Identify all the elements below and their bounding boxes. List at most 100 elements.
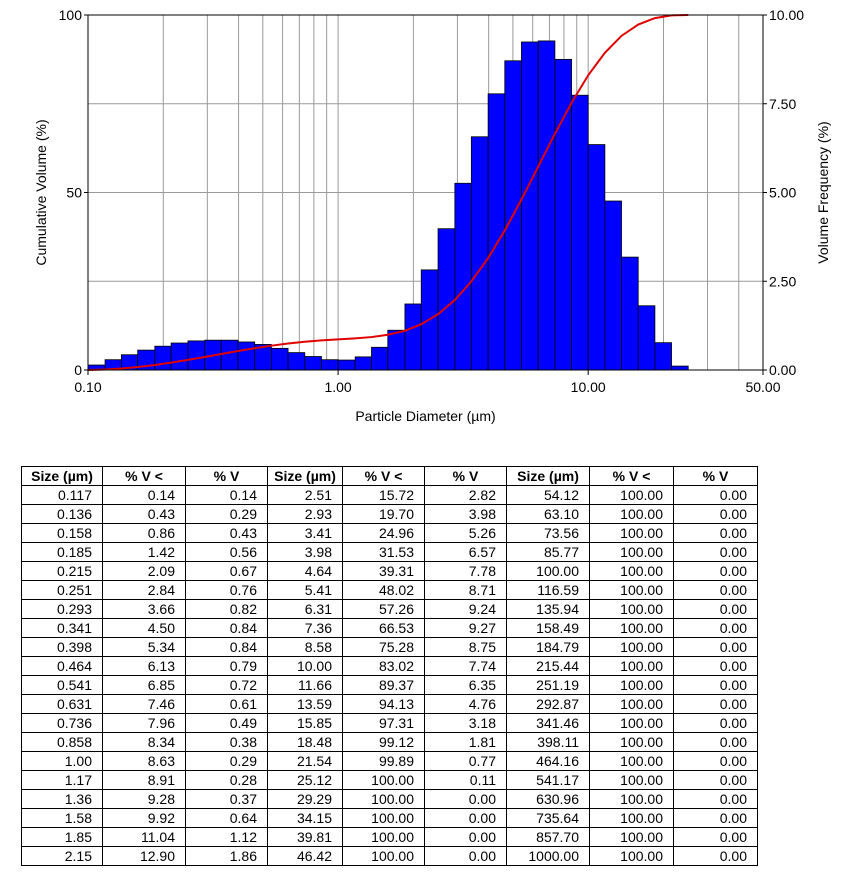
table-cell: 0.64 xyxy=(185,808,268,828)
table-cell: 1.00 xyxy=(21,751,103,771)
table-cell: 29.29 xyxy=(267,789,343,809)
table-cell: 15.72 xyxy=(342,485,425,505)
table-cell: 0.77 xyxy=(424,751,507,771)
table-cell: 100.00 xyxy=(589,732,674,752)
table-cell: 100.00 xyxy=(589,789,674,809)
table-cell: 100.00 xyxy=(589,618,674,638)
table-cell: 0.00 xyxy=(673,618,758,638)
right-y-tick-label: 10.00 xyxy=(769,7,804,23)
table-cell: 1.85 xyxy=(21,827,103,847)
table-cell: 0.00 xyxy=(673,846,758,866)
table-cell: 0.00 xyxy=(673,751,758,771)
frequency-bar xyxy=(437,228,456,371)
table-cell: 100.00 xyxy=(589,808,674,828)
table-cell: 25.12 xyxy=(267,770,343,790)
frequency-bar xyxy=(537,40,556,371)
table-cell: 8.58 xyxy=(267,637,343,657)
table-cell: 0.28 xyxy=(185,770,268,790)
table-cell: 5.34 xyxy=(102,637,186,657)
table-cell: 0.14 xyxy=(185,485,268,505)
left-y-axis-label: Cumulative Volume (%) xyxy=(33,119,49,265)
size-distribution-table: Size (µm)% V <% V Size (µm)% V <% V Size (… xyxy=(21,466,758,866)
table-cell: 100.00 xyxy=(589,694,674,714)
frequency-bar xyxy=(604,200,622,371)
x-tick-label: 0.10 xyxy=(74,379,101,395)
table-cell: 0.00 xyxy=(673,561,758,581)
table-cell: 0.00 xyxy=(424,846,507,866)
frequency-bar xyxy=(187,340,206,371)
table-cell: 0.00 xyxy=(673,542,758,562)
table-row: 0.117 0.14 0.14 2.51 15.72 2.82 54.12 100.00 0.0… xyxy=(21,485,758,505)
table-row: 0.631 7.46 0.61 13.59 94.13 4.76 292.87 100.00 0… xyxy=(21,694,758,714)
table-cell: 0.631 xyxy=(21,694,103,714)
frequency-bar xyxy=(354,356,372,371)
frequency-bar xyxy=(237,341,256,371)
x-tick-label: 50.00 xyxy=(745,379,780,395)
table-cell: 10.00 xyxy=(267,656,343,676)
x-tick-label: 10.00 xyxy=(571,379,606,395)
table-cell: 341.46 xyxy=(506,713,590,733)
table-cell: 1.58 xyxy=(21,808,103,828)
table-cell: 0.00 xyxy=(673,789,758,809)
table-cell: 100.00 xyxy=(589,770,674,790)
table-cell: 0.464 xyxy=(21,656,103,676)
table-cell: 0.00 xyxy=(424,827,507,847)
left-y-tick-label: 100 xyxy=(59,7,83,23)
table-cell: 6.35 xyxy=(424,675,507,695)
table-cell: 0.541 xyxy=(21,675,103,695)
table-cell: 7.74 xyxy=(424,656,507,676)
table-cell: 0.11 xyxy=(424,770,507,790)
frequency-bar xyxy=(287,352,306,371)
left-y-tick-label: 50 xyxy=(66,185,82,201)
table-cell: 11.04 xyxy=(102,827,186,847)
table-cell: 8.63 xyxy=(102,751,186,771)
table-cell: 0.29 xyxy=(185,751,268,771)
table-cell: 100.00 xyxy=(589,485,674,505)
table-cell: 735.64 xyxy=(506,808,590,828)
table-cell: 1.42 xyxy=(102,542,186,562)
table-cell: 48.02 xyxy=(342,580,425,600)
table-row: 0.341 4.50 0.84 7.36 66.53 9.27 158.49 100.00 0.… xyxy=(21,618,758,638)
table-cell: 4.50 xyxy=(102,618,186,638)
table-cell: 0.00 xyxy=(673,713,758,733)
table-row: 1.58 9.92 0.64 34.15 100.00 0.00 735.64 100.00 0… xyxy=(21,808,758,828)
table-cell: 0.56 xyxy=(185,542,268,562)
table-cell: 0.00 xyxy=(673,637,758,657)
table-cell: 0.86 xyxy=(102,523,186,543)
table-header-row: Size (µm)% V <% V Size (µm)% V <% V Size (… xyxy=(21,466,758,486)
frequency-bar xyxy=(170,342,189,371)
table-cell: 15.85 xyxy=(267,713,343,733)
table-row: 2.15 12.90 1.86 46.42 100.00 0.00 1000.00 100.0… xyxy=(21,846,758,866)
x-axis-label: Particle Diameter (µm) xyxy=(355,408,495,424)
table-cell: 0.398 xyxy=(21,637,103,657)
table-body: 0.117 0.14 0.14 2.51 15.72 2.82 54.12 100.00 0.0… xyxy=(21,485,758,866)
table-cell: 0.858 xyxy=(21,732,103,752)
psd-chart: 0.10 1.00 10.00 50.00 0 50 100 0.00 2.50 5.00 7.50… xyxy=(33,7,831,424)
table-cell: 0.00 xyxy=(673,675,758,695)
table-cell: 3.66 xyxy=(102,599,186,619)
table-row: 0.215 2.09 0.67 4.64 39.31 7.78 100.00 100.00 0.… xyxy=(21,561,758,581)
psd-chart-svg: 0.10 1.00 10.00 50.00 0 50 100 0.00 2.50 5.00 7.50… xyxy=(33,7,831,424)
table-cell: 0.37 xyxy=(185,789,268,809)
cumulative-volume-line xyxy=(87,14,689,371)
table-cell: 0.00 xyxy=(673,808,758,828)
frequency-bar xyxy=(304,356,322,371)
table-cell: 6.85 xyxy=(102,675,186,695)
table-cell: 857.70 xyxy=(506,827,590,847)
table-cell: 100.00 xyxy=(589,675,674,695)
table-row: 0.136 0.43 0.29 2.93 19.70 3.98 63.10 100.00 0.0… xyxy=(21,504,758,524)
table-cell: 66.53 xyxy=(342,618,425,638)
frequency-bar xyxy=(404,303,422,371)
table-cell: 0.251 xyxy=(21,580,103,600)
table-cell: 100.00 xyxy=(589,713,674,733)
table-cell: 0.84 xyxy=(185,618,268,638)
table-cell: 2.15 xyxy=(21,846,103,866)
table-cell: 97.31 xyxy=(342,713,425,733)
right-y-tick-label: 0.00 xyxy=(769,362,796,378)
table-row: 0.736 7.96 0.49 15.85 97.31 3.18 341.46 100.00 0… xyxy=(21,713,758,733)
table-cell: 215.44 xyxy=(506,656,590,676)
frequency-bar xyxy=(371,346,389,371)
table-cell: 99.12 xyxy=(342,732,425,752)
table-cell: 100.00 xyxy=(589,580,674,600)
column-header: Size (µm) xyxy=(506,466,590,486)
